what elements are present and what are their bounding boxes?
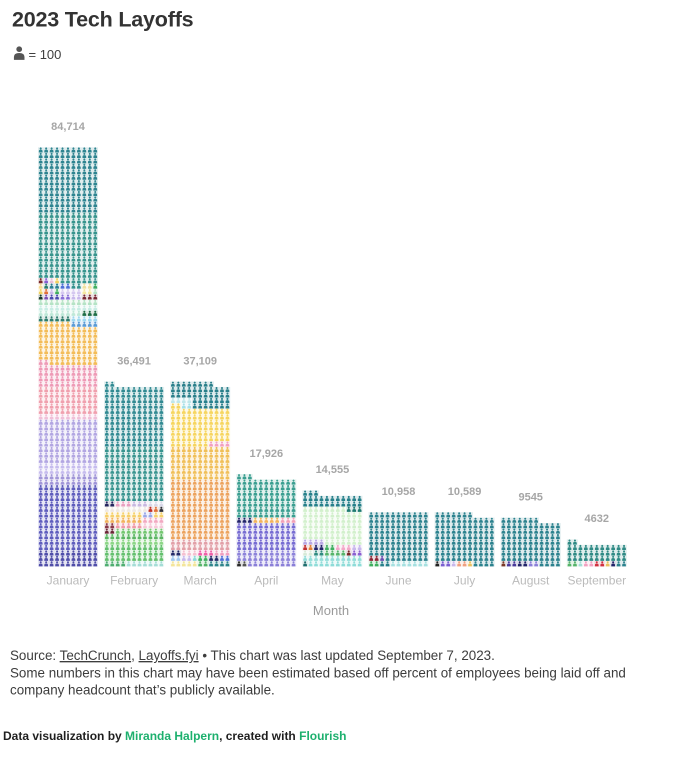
svg-text:Some numbers in this chart may: Some numbers in this chart may have been… bbox=[10, 666, 626, 681]
svg-text:10,589: 10,589 bbox=[448, 486, 482, 498]
svg-text:September: September bbox=[567, 574, 626, 588]
svg-text:37,109: 37,109 bbox=[183, 355, 217, 367]
svg-text:9545: 9545 bbox=[518, 491, 542, 503]
svg-text:17,926: 17,926 bbox=[249, 448, 283, 460]
svg-text:July: July bbox=[454, 574, 475, 588]
svg-text:April: April bbox=[254, 574, 278, 588]
svg-text:= 100: = 100 bbox=[29, 47, 62, 62]
svg-text:36,491: 36,491 bbox=[117, 355, 151, 367]
svg-text:14,555: 14,555 bbox=[316, 464, 350, 476]
svg-text:January: January bbox=[47, 574, 90, 588]
svg-text:February: February bbox=[110, 574, 158, 588]
svg-text:2023 Tech Layoffs: 2023 Tech Layoffs bbox=[12, 8, 194, 32]
svg-text:March: March bbox=[184, 574, 217, 588]
svg-text:10,958: 10,958 bbox=[382, 486, 416, 498]
svg-text:company headcount that’s publi: company headcount that’s publicly availa… bbox=[10, 683, 275, 698]
svg-text:Data visualization by Miranda: Data visualization by Miranda Halpern, c… bbox=[3, 729, 346, 743]
svg-text:August: August bbox=[512, 574, 550, 588]
svg-text:84,714: 84,714 bbox=[51, 121, 86, 133]
svg-text:Source: TechCrunch, Layoffs.fy: Source: TechCrunch, Layoffs.fyi • This c… bbox=[10, 648, 495, 663]
svg-text:Month: Month bbox=[313, 603, 349, 618]
svg-text:May: May bbox=[321, 574, 344, 588]
svg-text:June: June bbox=[385, 574, 411, 588]
svg-text:4632: 4632 bbox=[585, 513, 609, 525]
